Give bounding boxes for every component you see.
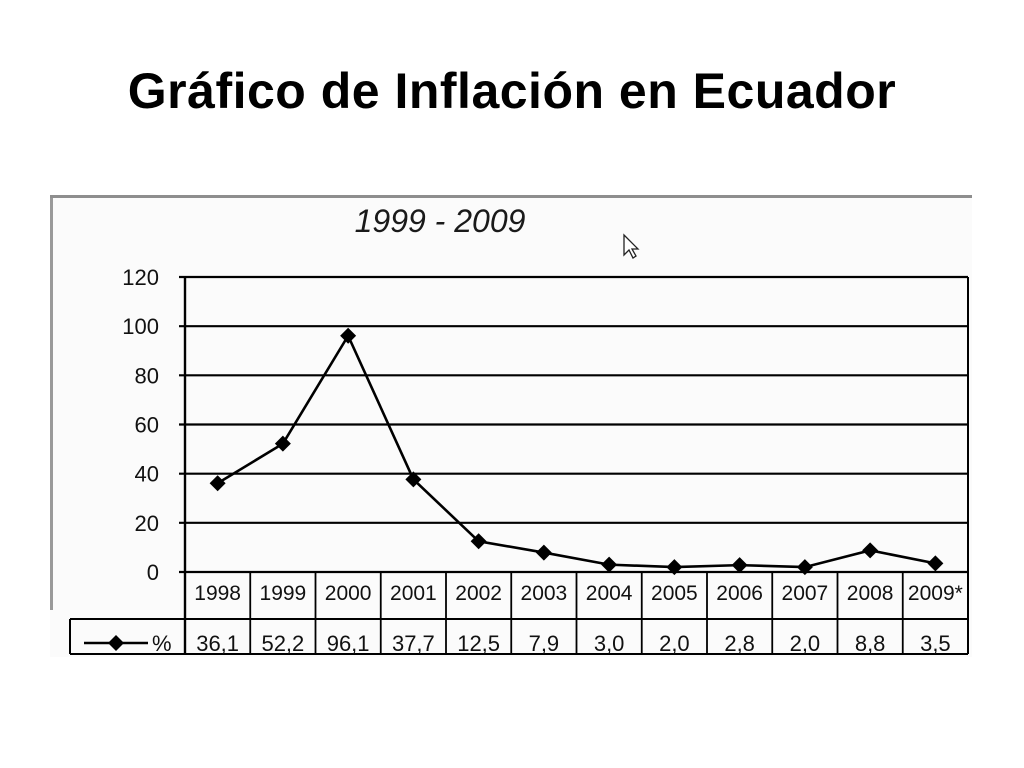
data-table-value: 3,5	[920, 631, 951, 656]
plot-area: 0 20 40 60 80 100 120 1998 1999 2000 2001 2002 2003 2…	[69, 265, 969, 656]
data-point	[535, 544, 552, 561]
data-table-value: 2,0	[659, 631, 690, 656]
y-tick-label: 20	[135, 511, 159, 536]
legend-key-marker	[108, 635, 124, 651]
data-point	[405, 471, 422, 488]
data-point	[862, 542, 879, 559]
data-point	[470, 533, 487, 550]
x-tick-label: 1999	[260, 582, 307, 605]
x-tick-label: 1998	[194, 582, 241, 605]
data-table-value: 12,5	[457, 631, 500, 656]
data-table-value: 8,8	[855, 631, 886, 656]
y-tick-label: 40	[135, 462, 159, 487]
chart-title: 1999 - 2009	[355, 203, 526, 239]
data-table-value: 37,7	[392, 631, 435, 656]
panel-top-border	[50, 195, 972, 198]
legend-series-name: %	[152, 631, 172, 656]
x-tick-label: 2002	[455, 582, 502, 605]
slide-title: Gráfico de Inflación en Ecuador	[127, 63, 897, 119]
x-tick-label: 2001	[390, 582, 437, 605]
y-tick-label: 80	[135, 363, 159, 388]
x-tick-label: 2008	[847, 582, 894, 605]
data-table-value: 7,9	[529, 631, 560, 656]
data-point	[796, 559, 813, 576]
x-tick-label: 2003	[521, 582, 568, 605]
data-point	[274, 435, 291, 452]
data-point	[731, 557, 748, 574]
data-point	[927, 555, 944, 572]
data-point	[209, 475, 226, 492]
data-table-value: 2,0	[790, 631, 821, 656]
panel-left-border	[50, 198, 53, 610]
x-tick-label: 2006	[716, 582, 763, 605]
y-tick-label: 0	[147, 560, 159, 585]
data-table-value: 36,1	[196, 631, 239, 656]
data-table-value: 52,2	[261, 631, 304, 656]
chart-panel: 1999 - 2009 0 20 40 60 80 100 120 1998 1999 2000 2…	[50, 195, 972, 657]
x-tick-label: 2009*	[908, 582, 963, 605]
mouse-cursor-icon	[623, 233, 640, 259]
inflation-chart: 1999 - 2009 0 20 40 60 80 100 120 1998 1999 2000 2…	[69, 203, 969, 656]
data-table-value: 2,8	[724, 631, 755, 656]
y-tick-label: 120	[122, 265, 159, 290]
y-tick-label: 100	[122, 314, 159, 339]
x-tick-label: 2005	[651, 582, 698, 605]
data-point	[666, 559, 683, 576]
x-tick-label: 2007	[782, 582, 829, 605]
x-tick-label: 2000	[325, 582, 372, 605]
data-point	[601, 556, 618, 573]
data-table-value: 3,0	[594, 631, 625, 656]
y-tick-label: 60	[135, 413, 159, 438]
x-tick-label: 2004	[586, 582, 633, 605]
data-point	[340, 327, 357, 344]
series-line	[216, 332, 936, 569]
data-table-value: 96,1	[327, 631, 370, 656]
